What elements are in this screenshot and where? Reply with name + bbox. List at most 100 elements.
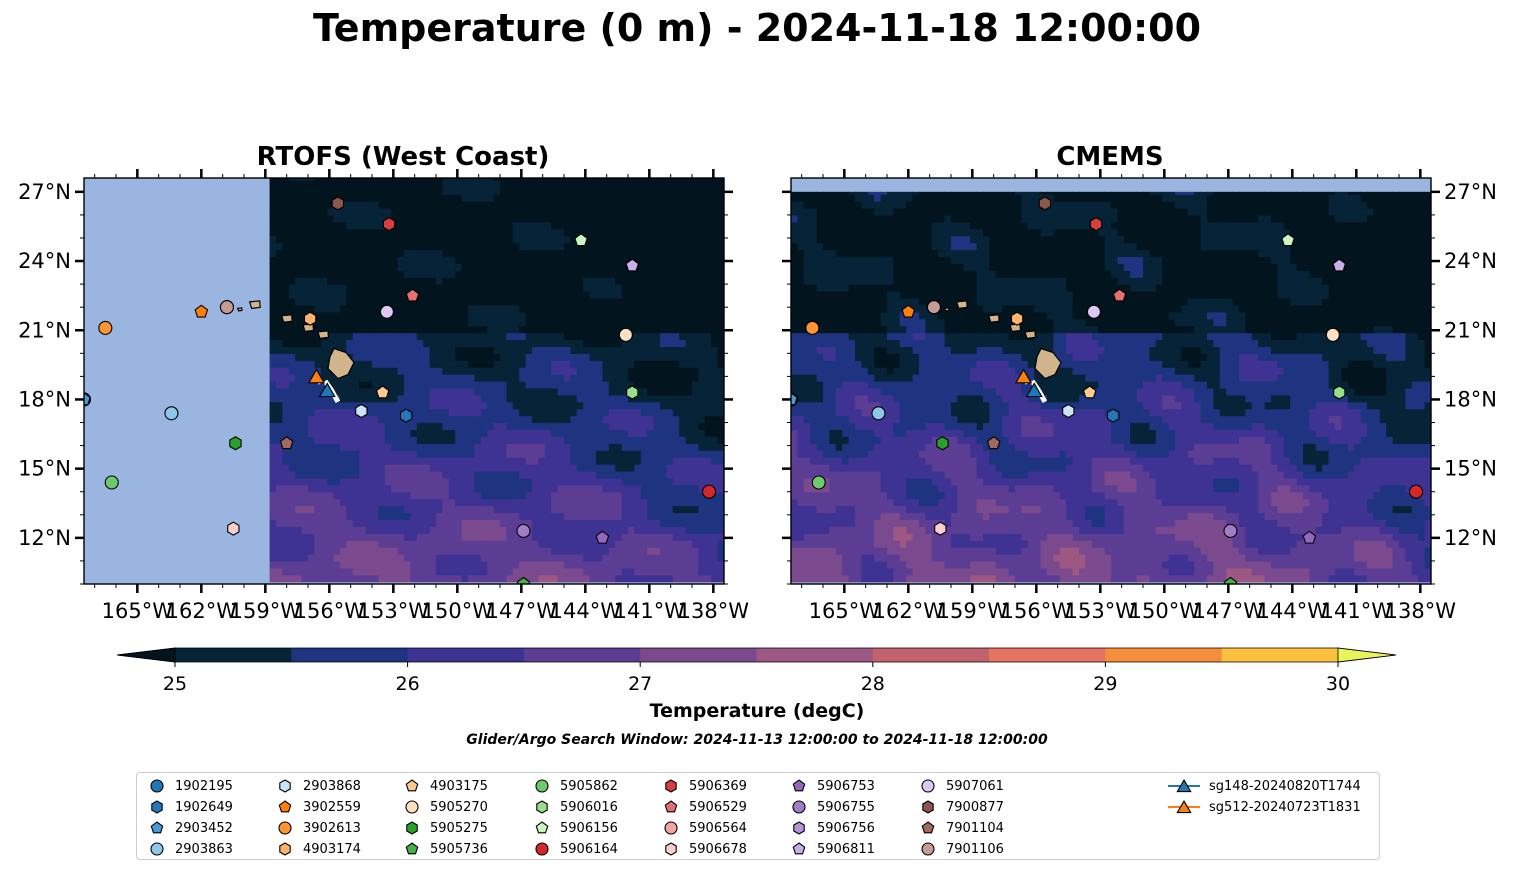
float-marker-4903174	[1010, 311, 1024, 326]
legend-marker-icon	[921, 821, 935, 834]
colorbar-segment	[756, 648, 874, 662]
float-marker-5906016	[626, 385, 639, 400]
float-marker-7901104	[986, 436, 1001, 450]
legend-item: 5906164	[532, 839, 618, 859]
float-marker-7901106	[219, 300, 234, 315]
legend-item: 2903452	[147, 818, 233, 838]
colorbar-extend-max	[1337, 647, 1397, 663]
legend-label: 3902613	[303, 820, 361, 836]
legend-marker-icon	[279, 842, 291, 856]
legend-marker-icon	[665, 842, 677, 856]
legend-item: 5906156	[532, 818, 618, 838]
lat-tick-label: 18°N	[1444, 387, 1497, 411]
float-marker-5906678	[227, 521, 240, 536]
lon-tick-label: 150°W	[1129, 599, 1201, 623]
legend-item: 1902195	[147, 776, 233, 796]
legend-item: 2903868	[275, 776, 361, 796]
legend-marker-icon	[535, 821, 549, 834]
float-marker-5905270	[618, 327, 633, 342]
legend-item: 1902649	[147, 797, 233, 817]
panel-frame	[790, 177, 1432, 585]
legend-marker-icon	[150, 842, 164, 856]
island-molokai	[1009, 323, 1022, 333]
lat-tick-label: 24°N	[1444, 249, 1497, 273]
lat-tick-label: 24°N	[18, 249, 71, 273]
circle-icon	[535, 779, 549, 793]
circle-icon	[921, 779, 935, 793]
colorbar-segment	[523, 648, 641, 662]
legend-item: 3902613	[275, 818, 361, 838]
colorbar-tick-label: 25	[163, 673, 187, 695]
colorbar-segment	[989, 648, 1106, 662]
lat-tick-label: 12°N	[1444, 526, 1497, 550]
triangle-icon	[1168, 799, 1200, 814]
colorbar-segment	[175, 648, 292, 662]
panel-title-rtofs: RTOFS (West Coast)	[256, 142, 550, 172]
float-marker-5906753	[595, 530, 610, 544]
float-marker-7900877	[331, 196, 345, 211]
lon-tick-label: 159°W	[230, 599, 302, 623]
legend-label: 7901104	[946, 820, 1004, 836]
circle-icon	[150, 779, 164, 793]
legend-label: 2903868	[303, 778, 361, 794]
legend-item: 5905862	[532, 776, 618, 796]
island-niihau	[943, 307, 950, 312]
lat-tick-label: 27°N	[1444, 180, 1497, 204]
legend-marker-icon	[665, 779, 677, 793]
legend-label: 5907061	[946, 778, 1004, 794]
lon-tick-label: 153°W	[358, 599, 430, 623]
float-marker-5905736	[1223, 576, 1238, 584]
lon-tick-label: 150°W	[422, 599, 494, 623]
island-oahu	[280, 314, 293, 323]
island-oahu	[987, 314, 1000, 323]
colorbar-segment	[1105, 648, 1223, 662]
legend-marker-icon	[793, 821, 805, 835]
lon-tick-label: 147°W	[486, 599, 558, 623]
legend-label: 5906811	[817, 841, 875, 857]
lat-tick-label: 15°N	[18, 457, 71, 481]
map-panel-rtofs	[84, 178, 724, 584]
legend-item: 5905275	[402, 818, 488, 838]
legend-label: 5906369	[689, 778, 747, 794]
legend-item: 5905736	[402, 839, 488, 859]
legend-item: 4903174	[275, 839, 361, 859]
float-marker-3902613	[805, 320, 820, 335]
float-marker-5906678	[934, 521, 947, 536]
pentagon-icon	[405, 779, 419, 792]
island-molokai	[302, 323, 315, 333]
float-marker-5905270	[1325, 327, 1340, 342]
float-marker-5906016	[1333, 385, 1346, 400]
island-kauai	[248, 300, 261, 310]
legend-label: 7900877	[946, 799, 1004, 815]
circle-icon	[405, 800, 419, 814]
float-marker-5905862	[104, 475, 119, 490]
colorbar-segment	[407, 648, 525, 662]
circle-icon	[792, 800, 806, 814]
lon-tick-label: 162°W	[873, 599, 945, 623]
legend-label: sg148-20240820T1744	[1209, 778, 1361, 794]
colorbar: 25 26 27 28 29 30	[116, 647, 1397, 695]
float-marker-2903863	[164, 406, 179, 421]
colorbar-segment	[291, 648, 409, 662]
lon-tick-label: 141°W	[614, 599, 686, 623]
legend-label: 5906564	[689, 820, 747, 836]
circle-icon	[664, 821, 678, 835]
legend-marker-icon	[664, 800, 678, 813]
legend-marker-icon	[792, 800, 806, 814]
float-marker-2903863	[871, 406, 886, 421]
legend-item: 5905270	[402, 797, 488, 817]
circle-icon	[921, 842, 935, 856]
float-marker-2903868	[1062, 403, 1075, 419]
island-maui	[317, 330, 330, 340]
legend-label: 4903175	[430, 778, 488, 794]
hexagon-icon	[279, 779, 291, 793]
legend-label: 4903174	[303, 841, 361, 857]
island-niihau	[236, 307, 243, 312]
legend-item: 5906369	[661, 776, 747, 796]
legend-label: 5906156	[560, 820, 618, 836]
colorbar-tick-label: 27	[628, 673, 652, 695]
legend-label: 5905270	[430, 799, 488, 815]
hexagon-icon	[279, 842, 291, 856]
legend-label: 7901106	[946, 841, 1004, 857]
lon-tick-label: 159°W	[937, 599, 1009, 623]
